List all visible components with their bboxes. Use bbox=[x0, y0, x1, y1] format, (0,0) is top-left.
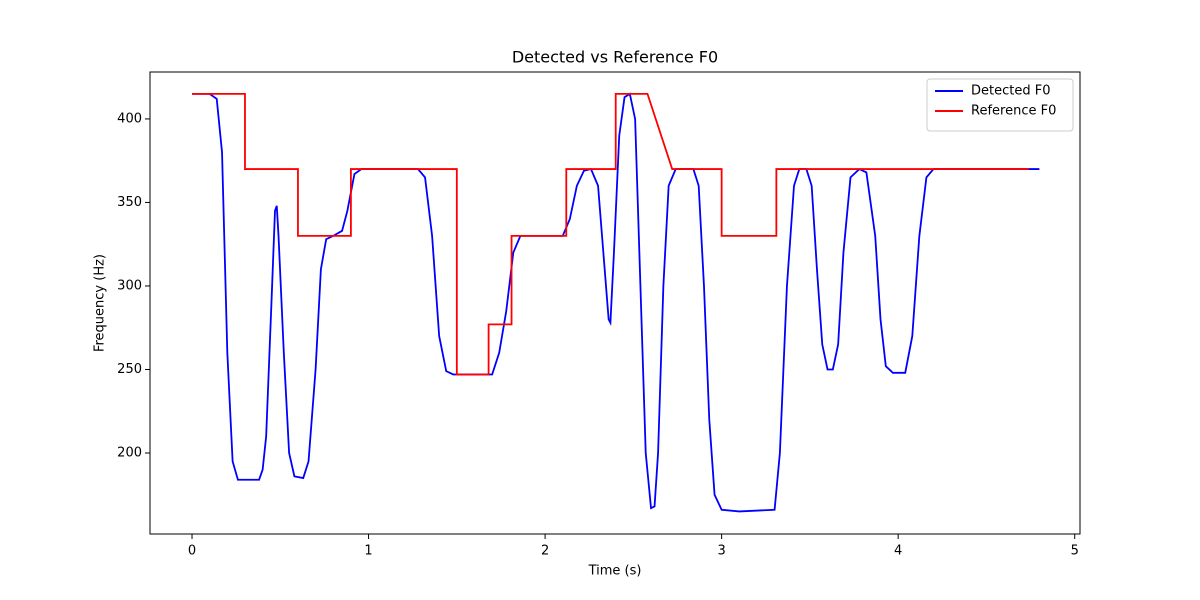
data-line bbox=[192, 92, 1040, 513]
legend-box bbox=[926, 78, 1074, 132]
x-tick-label: 3 bbox=[717, 544, 725, 559]
x-axis-label: Time (s) bbox=[588, 564, 642, 579]
y-tick-label: 300 bbox=[117, 278, 142, 293]
legend-label: Reference F0 bbox=[971, 104, 1056, 119]
x-tick-label: 5 bbox=[1071, 544, 1079, 559]
chart-title: Detected vs Reference F0 bbox=[512, 48, 718, 67]
legend-label: Detected F0 bbox=[971, 84, 1050, 99]
y-tick-label: 250 bbox=[117, 362, 142, 377]
plot-frame bbox=[149, 71, 1081, 535]
data-line bbox=[192, 92, 1029, 376]
x-tick-label: 4 bbox=[894, 544, 902, 559]
x-tick-label: 2 bbox=[541, 544, 549, 559]
x-tick-label: 0 bbox=[188, 544, 196, 559]
y-tick-label: 400 bbox=[117, 111, 142, 126]
y-tick-label: 200 bbox=[117, 445, 142, 460]
y-tick-label: 350 bbox=[117, 195, 142, 210]
x-tick-label: 1 bbox=[364, 544, 372, 559]
y-axis-label: Frequency (Hz) bbox=[93, 254, 108, 352]
